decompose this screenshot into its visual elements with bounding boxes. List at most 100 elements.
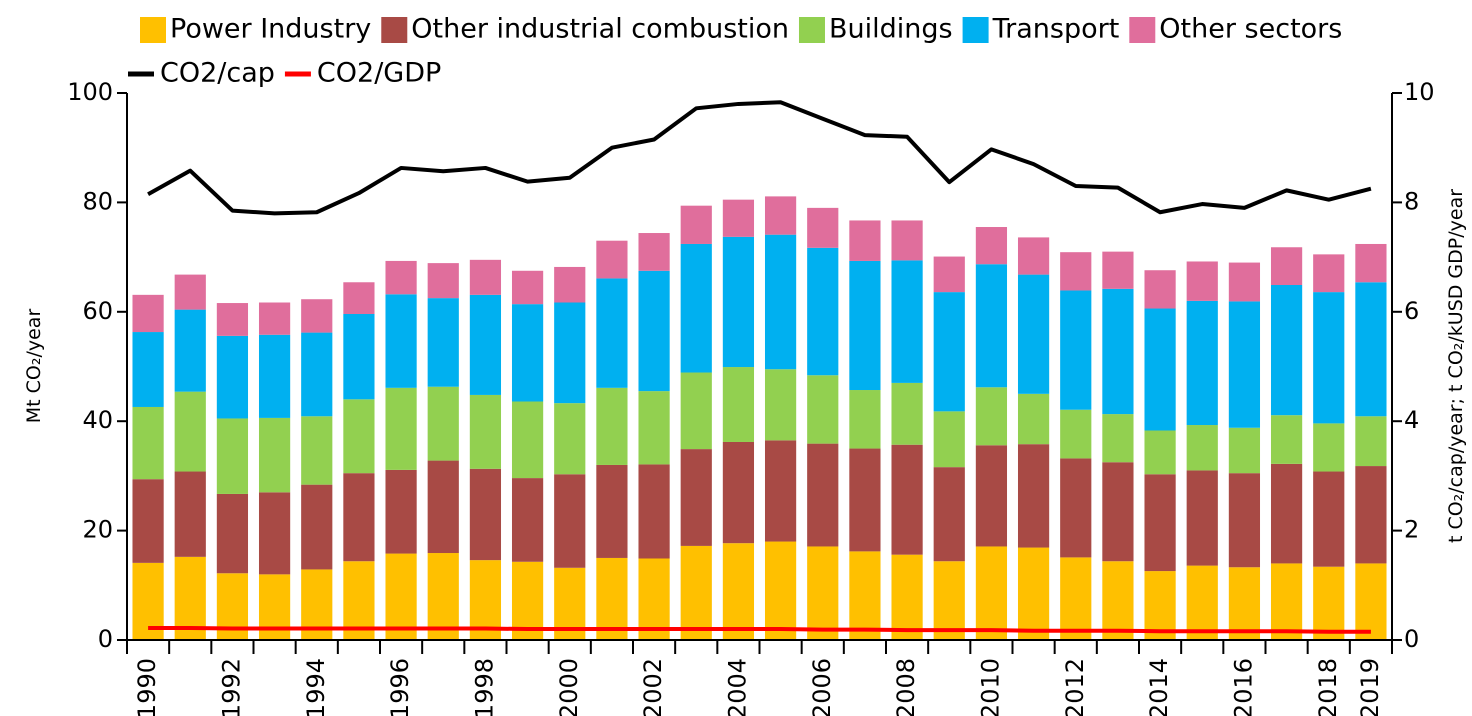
bar-segment: [132, 332, 164, 407]
bar-segment: [933, 561, 965, 640]
y2-tick-label: 2: [1404, 516, 1419, 544]
bar-segment: [764, 196, 797, 235]
bar-segment: [427, 298, 459, 387]
x-tick-label: 1992: [217, 658, 245, 716]
bar-segment: [722, 543, 755, 640]
bar-segment: [343, 473, 375, 562]
x-tick-label: 2010: [976, 658, 1004, 716]
bar-segment: [722, 236, 755, 368]
bar-segment: [1313, 292, 1345, 424]
bar-segment: [933, 256, 965, 293]
bar-segment: [638, 270, 670, 392]
legend-label: CO2/GDP: [317, 58, 441, 89]
bar-segment: [680, 243, 712, 373]
bar-segment: [764, 541, 797, 640]
bar-segment: [807, 375, 839, 444]
bar-segment: [1313, 423, 1345, 472]
bar-segment: [385, 469, 417, 554]
legend-label: Power Industry: [170, 14, 371, 45]
bar-segment: [174, 471, 206, 557]
bar-segment: [1228, 427, 1261, 474]
bar-segment: [427, 460, 459, 554]
x-tick-label: 2000: [555, 658, 583, 716]
bar-segment: [385, 553, 417, 640]
bar-segment: [216, 303, 249, 336]
y-tick-label: 80: [82, 187, 113, 215]
line-series: [147, 100, 1372, 216]
legend-swatch: [140, 17, 166, 43]
y2-tick-label: 4: [1404, 406, 1419, 434]
bar-segment: [385, 387, 417, 470]
bar-segment: [1017, 274, 1050, 394]
bar-segment: [554, 403, 586, 475]
bar-segment: [1186, 470, 1218, 566]
bar-segment: [1228, 473, 1261, 568]
bar-segment: [385, 260, 417, 295]
bar-segment: [554, 474, 586, 568]
bar-segment: [1060, 409, 1092, 459]
bar-segment: [1270, 415, 1303, 464]
bar-segment: [849, 260, 881, 391]
legend-label: Buildings: [829, 14, 953, 45]
bar-segment: [891, 554, 923, 640]
bar-segment: [258, 302, 291, 335]
bar-segment: [258, 492, 291, 575]
bar-segment: [680, 205, 712, 244]
bar-segment: [469, 259, 502, 295]
bar-segment: [469, 468, 502, 561]
bar-segment: [638, 464, 670, 559]
bar-segment: [511, 401, 544, 479]
legend-label: CO2/cap: [160, 58, 275, 89]
bar-segment: [1270, 563, 1303, 640]
bar-segment: [764, 440, 797, 542]
bar-segment: [1102, 288, 1134, 415]
bar-segment: [1228, 301, 1261, 428]
x-tick-label: 2019: [1356, 658, 1384, 716]
bar-segment: [596, 464, 628, 558]
bar-segment: [343, 399, 375, 474]
bar-segment: [849, 551, 881, 640]
bar-segment: [1060, 290, 1092, 410]
bar-segment: [1228, 567, 1261, 640]
bar-segment: [975, 227, 1008, 265]
bar-segment: [511, 478, 544, 562]
bar-segment: [1186, 565, 1218, 640]
x-tick-label: 2012: [1061, 658, 1089, 716]
bar-segment: [1144, 474, 1176, 572]
bar-segment: [596, 240, 628, 279]
bar-segment: [1355, 563, 1387, 640]
bar-segment: [807, 207, 839, 248]
bar-segment: [216, 418, 249, 494]
bar-segment: [680, 545, 712, 640]
y-tick-label: 20: [82, 516, 113, 544]
bar-segment: [1102, 414, 1134, 463]
bar-segment: [216, 493, 249, 574]
bar-segment: [596, 387, 628, 465]
bar-segment: [427, 386, 459, 461]
legend-swatch: [381, 17, 408, 43]
legend-swatch: [962, 17, 989, 43]
y2-tick-label: 0: [1404, 625, 1419, 653]
bar-segment: [1017, 237, 1050, 275]
bar-segment: [680, 372, 712, 450]
bar-segment: [132, 406, 164, 480]
bar-segment: [1060, 458, 1092, 558]
bar-segment: [849, 220, 881, 261]
bar-segment: [301, 484, 333, 570]
bar-segment: [1270, 247, 1303, 285]
x-tick-label: 2016: [1229, 658, 1257, 716]
bar-segment: [1355, 466, 1387, 564]
y2-tick-label: 6: [1404, 297, 1419, 325]
bar-segment: [1017, 444, 1050, 548]
bar-segment: [975, 387, 1008, 446]
bar-segment: [849, 448, 881, 552]
legend-label: Other industrial combustion: [411, 14, 789, 45]
bar-segment: [554, 302, 586, 404]
bar-segment: [1060, 252, 1092, 291]
bar-segment: [1228, 262, 1261, 302]
bar-segment: [849, 390, 881, 449]
bar-segment: [1313, 566, 1345, 640]
line-series: [148, 625, 1371, 634]
y-tick-label: 0: [98, 625, 113, 653]
